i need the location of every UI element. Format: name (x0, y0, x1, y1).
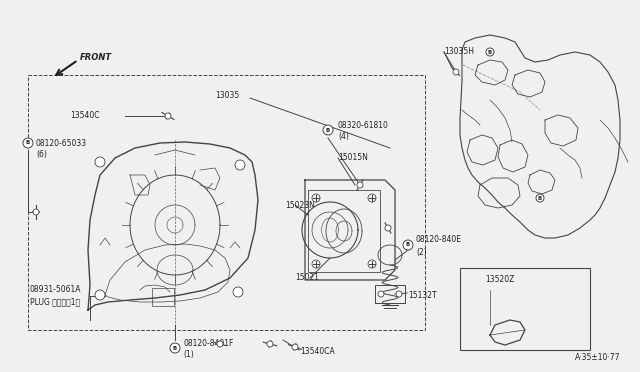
Text: 08931-5061A: 08931-5061A (30, 285, 81, 295)
Text: 08120-65033: 08120-65033 (36, 138, 87, 148)
Circle shape (33, 209, 39, 215)
Text: (4): (4) (338, 132, 349, 141)
Circle shape (368, 194, 376, 202)
Text: 13540C: 13540C (70, 110, 99, 119)
Text: 08120-840E: 08120-840E (416, 235, 462, 244)
Text: 13035H: 13035H (444, 48, 474, 57)
Text: B: B (488, 49, 492, 55)
Text: 15015N: 15015N (338, 154, 368, 163)
Text: (6): (6) (36, 151, 47, 160)
Text: FRONT: FRONT (80, 54, 112, 62)
Circle shape (536, 194, 544, 202)
Text: PLUG プラグ（1）: PLUG プラグ（1） (30, 298, 80, 307)
Circle shape (292, 344, 298, 350)
Circle shape (165, 113, 171, 119)
Text: 13035: 13035 (215, 90, 239, 99)
Text: B: B (173, 346, 177, 350)
Circle shape (378, 291, 384, 297)
Bar (308, 190, 380, 272)
Circle shape (233, 287, 243, 297)
Circle shape (396, 291, 402, 297)
Circle shape (170, 343, 180, 353)
Circle shape (453, 69, 459, 75)
Circle shape (368, 260, 376, 268)
Text: B: B (406, 243, 410, 247)
Circle shape (95, 290, 105, 300)
Circle shape (235, 160, 245, 170)
Text: 08120-8401F: 08120-8401F (183, 339, 234, 347)
Circle shape (217, 341, 223, 347)
Text: 15132T: 15132T (408, 291, 436, 299)
Text: 13520Z: 13520Z (485, 276, 515, 285)
Bar (460, 268, 590, 350)
Circle shape (267, 341, 273, 347)
Circle shape (23, 138, 33, 148)
Text: B: B (26, 141, 30, 145)
Circle shape (385, 225, 391, 231)
Text: (1): (1) (183, 350, 194, 359)
Circle shape (323, 125, 333, 135)
Circle shape (312, 194, 320, 202)
Text: 08320-61810: 08320-61810 (338, 121, 389, 129)
Bar (375, 285, 405, 303)
Circle shape (357, 182, 363, 188)
Bar (152, 288, 174, 306)
Text: A·35±10·77: A·35±10·77 (575, 353, 620, 362)
Text: B: B (326, 128, 330, 132)
Text: B: B (538, 196, 542, 201)
Text: (2): (2) (416, 247, 427, 257)
Text: 13540CA: 13540CA (300, 347, 335, 356)
Text: 15023N: 15023N (285, 201, 315, 209)
Bar (28, 75, 425, 330)
Circle shape (312, 260, 320, 268)
Circle shape (95, 157, 105, 167)
Circle shape (403, 240, 413, 250)
Text: 15021: 15021 (295, 273, 319, 282)
Circle shape (486, 48, 494, 56)
